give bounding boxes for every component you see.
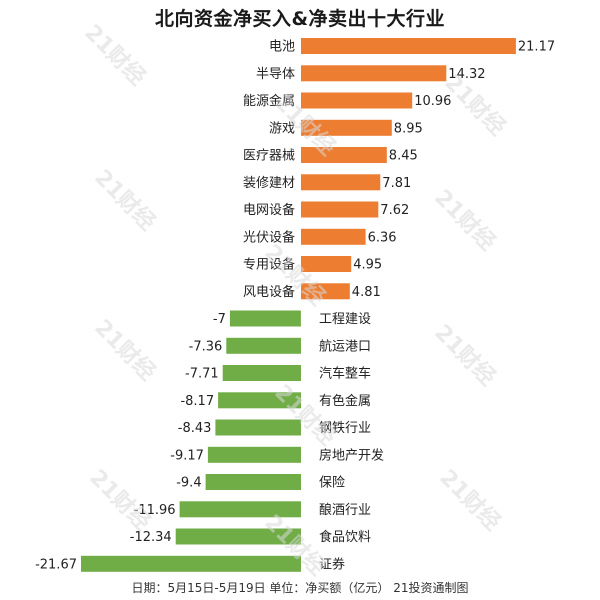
- data-label: 14.32: [448, 67, 485, 82]
- data-label: -9.4: [176, 476, 201, 491]
- bar: [81, 555, 301, 572]
- category-label: 汽车整车: [319, 366, 371, 382]
- data-label: 7.62: [380, 203, 409, 218]
- bar: [301, 65, 447, 82]
- data-label: 7.81: [382, 176, 411, 191]
- footer-note: 日期：5月15日-5月19日 单位：净买额（亿元） 21投资通制图: [131, 581, 469, 595]
- category-label: 装修建材: [243, 176, 295, 191]
- bar: [301, 38, 516, 54]
- category-label: 航运港口: [319, 338, 371, 354]
- bar: [175, 528, 301, 545]
- data-label: 6.36: [368, 230, 397, 245]
- category-label: 房地产开发: [319, 447, 384, 463]
- category-label: 工程建设: [319, 312, 371, 327]
- bar: [229, 310, 301, 327]
- data-label: 8.45: [389, 149, 418, 164]
- category-label: 专用设备: [243, 257, 295, 273]
- category-label: 能源金属: [243, 93, 295, 109]
- category-label: 食品饮料: [319, 529, 371, 545]
- data-label: -7.71: [185, 367, 219, 382]
- bar: [301, 228, 366, 245]
- category-label: 钢铁行业: [319, 421, 371, 436]
- value-labels: 21.17 14.32 10.96 8.95 8.45 7.81 7.62 6.36 4.95 4…: [35, 40, 555, 573]
- bar: [301, 147, 387, 163]
- category-label: 有色金属: [319, 393, 371, 409]
- data-label: 21.17: [518, 40, 555, 55]
- category-label: 电网设备: [243, 202, 295, 218]
- data-label: 4.95: [353, 258, 382, 273]
- bar: [205, 474, 301, 490]
- bar: [226, 337, 301, 354]
- bar: [301, 283, 350, 300]
- data-label: -8.17: [180, 394, 214, 409]
- bar: [207, 446, 301, 463]
- data-label: -9.17: [170, 448, 204, 463]
- category-label: 光伏设备: [243, 229, 295, 245]
- category-label: 医疗器械: [243, 149, 295, 164]
- bar: [301, 174, 381, 191]
- bars: [81, 38, 516, 572]
- category-label: 风电设备: [243, 284, 295, 300]
- data-label: -12.34: [130, 530, 172, 545]
- bar: [301, 92, 413, 109]
- bar: [222, 365, 301, 381]
- bar: [301, 119, 392, 136]
- data-label: -11.96: [134, 503, 176, 518]
- category-label: 半导体: [256, 67, 295, 82]
- data-label: -21.67: [35, 557, 77, 572]
- data-label: -8.43: [178, 421, 212, 436]
- bar: [301, 201, 379, 218]
- category-labels: 电池半导体能源金属游戏医疗器械装修建材电网设备光伏设备专用设备风电设备工程建设航…: [243, 40, 384, 573]
- data-label: 8.95: [394, 121, 423, 136]
- bar: [179, 501, 301, 518]
- category-label: 酿酒行业: [319, 502, 371, 518]
- bar: [301, 256, 352, 272]
- category-label: 电池: [269, 40, 295, 55]
- chart-title: 北向资金净买入&净卖出十大行业: [154, 8, 446, 30]
- data-label: -7.36: [189, 339, 223, 354]
- data-label: -7: [213, 312, 226, 327]
- bar: [215, 419, 301, 436]
- bar: [218, 392, 301, 409]
- data-label: 4.81: [352, 285, 381, 300]
- category-label: 证券: [319, 556, 345, 572]
- category-label: 游戏: [269, 121, 295, 136]
- category-label: 保险: [319, 476, 345, 491]
- data-label: 10.96: [414, 94, 451, 109]
